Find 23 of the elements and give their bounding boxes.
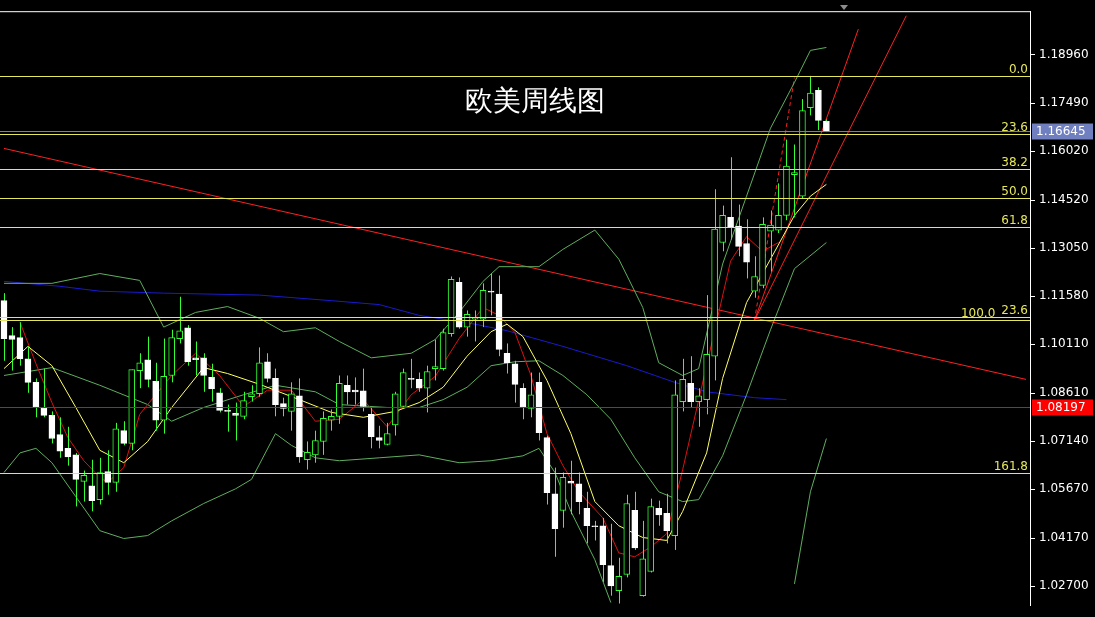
- annotation: 23.6: [1001, 302, 1028, 317]
- annotation: 0.0: [1008, 61, 1028, 76]
- y-tick-label: 1.02700: [1039, 578, 1089, 593]
- annotation: 100.0: [960, 305, 996, 320]
- annotation: 38.2: [1001, 154, 1028, 169]
- annotation: 161.8: [993, 458, 1028, 473]
- y-tick-label: 1.04170: [1039, 530, 1089, 545]
- y-tick-label: 1.17490: [1039, 95, 1089, 110]
- y-tick-label: 1.14520: [1039, 192, 1089, 207]
- annotation: 50.0: [1001, 183, 1028, 198]
- y-tick-label: 1.05670: [1039, 481, 1089, 496]
- y-tick-label: 1.07140: [1039, 433, 1089, 448]
- y-tick-label: 1.11580: [1039, 288, 1089, 303]
- annotation: 23.6: [1001, 119, 1028, 134]
- y-tick-label: 1.16020: [1039, 143, 1089, 158]
- ref-line-label: 1.08197: [1036, 399, 1086, 414]
- ref-line-label: 1.16645: [1036, 123, 1086, 138]
- y-tick-label: 1.08610: [1039, 385, 1089, 400]
- text: 欧美周线图: [465, 83, 605, 119]
- y-tick-label: 1.13050: [1039, 240, 1089, 255]
- y-tick-label: 1.10110: [1039, 336, 1089, 351]
- annotation: 61.8: [1001, 212, 1028, 227]
- y-tick-label: 1.18960: [1039, 47, 1089, 62]
